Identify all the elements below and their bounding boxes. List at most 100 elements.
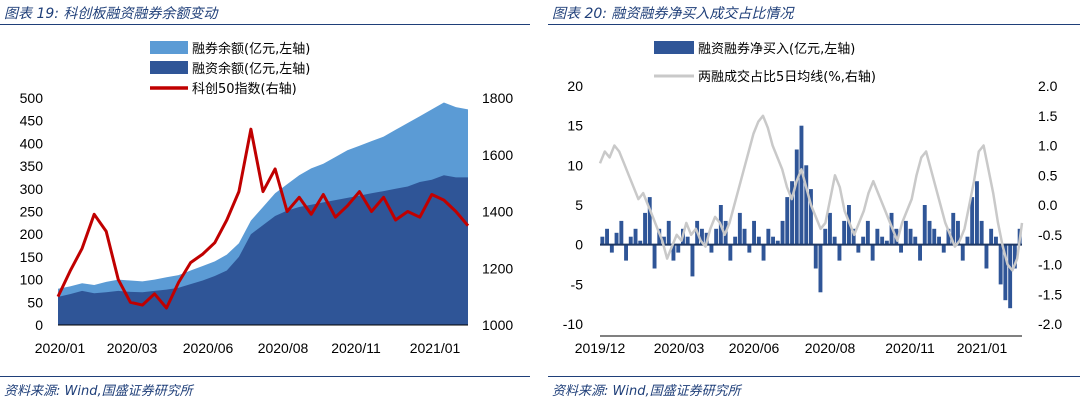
net-buy-bar — [813, 244, 818, 269]
net-buy-bar — [605, 228, 609, 245]
net-buy-bar — [733, 236, 738, 245]
chart-panel-left: 图表 19: 科创板融资融券余额变动 500 450 400 350 300 250 200… — [0, 0, 530, 401]
net-buy-bar — [837, 244, 842, 261]
left-y-tick-label: 100 — [20, 272, 44, 288]
net-buy-bar — [628, 236, 633, 245]
x-tick-label: 2021/01 — [957, 340, 1008, 356]
net-buy-bar — [989, 228, 994, 245]
x-tick-label: 2020/03 — [107, 340, 158, 356]
right-y-tick-label: 1.5 — [1038, 108, 1058, 124]
right-y-tick-label: 1200 — [482, 260, 513, 276]
net-buy-bar — [809, 189, 813, 245]
legend-label: 融券余额(亿元,左轴) — [192, 41, 310, 57]
x-tick-label: 2020/06 — [729, 340, 780, 356]
right-y-tick-label: -0.5 — [1038, 227, 1062, 243]
right-y-tick-label: 1000 — [482, 317, 513, 333]
left-y-tick-label: 20 — [567, 78, 583, 94]
net-buy-bar — [771, 236, 775, 245]
net-buy-bar — [818, 244, 823, 293]
net-buy-bar — [662, 236, 666, 245]
title-divider — [0, 24, 530, 25]
net-buy-bar — [790, 181, 794, 245]
left-y-tick-label: 50 — [27, 294, 43, 310]
left-y-tick-label: 200 — [20, 226, 44, 242]
left-y-tick-label: 500 — [20, 90, 44, 106]
net-buy-bar — [828, 212, 832, 245]
net-buy-bar — [747, 244, 752, 253]
legend-label: 融资融券净买入(亿元,左轴) — [698, 41, 855, 57]
right-y-tick-label: 0.5 — [1038, 167, 1058, 183]
net-buy-bar — [700, 228, 704, 245]
net-buy-bar — [671, 244, 676, 261]
chart-panel-right: 图表 20: 融资融券净买入成交占比情况 20 15 10 5 0 -5 -10 2.0 1.5… — [548, 0, 1080, 401]
net-buy-bar — [690, 244, 695, 277]
net-buy-bar — [657, 228, 662, 245]
left-y-tick-label: 400 — [20, 135, 44, 151]
left-y-tick-label: 300 — [20, 181, 44, 197]
net-buy-bar — [600, 236, 605, 245]
net-buy-bar — [1008, 244, 1013, 309]
right-y-tick-label: 0.0 — [1038, 197, 1058, 213]
legend-label: 科创50指数(右轴) — [192, 82, 297, 97]
net-buy-bar — [1012, 244, 1017, 269]
x-tick-label: 2021/01 — [410, 340, 461, 356]
net-buy-bar — [927, 220, 932, 245]
net-buy-bar — [761, 244, 766, 261]
legend-label: 两融成交占比5日均线(%,右轴) — [698, 69, 876, 85]
net-buy-bar — [624, 244, 628, 261]
right-y-tick-label: -1.0 — [1038, 257, 1062, 273]
right-y-tick-label: -1.5 — [1038, 286, 1062, 302]
left-y-tick-label: -5 — [571, 276, 584, 292]
x-tick-label: 2020/01 — [35, 340, 86, 356]
right-y-tick-label: 1400 — [482, 204, 513, 220]
net-buy-bar — [946, 228, 951, 245]
right-y-tick-label: 1800 — [482, 90, 513, 106]
net-buy-bar — [785, 197, 790, 245]
net-buy-bar — [728, 244, 733, 261]
net-buy-bar — [775, 240, 780, 245]
legend-swatch — [150, 61, 188, 74]
net-buy-bar — [994, 236, 998, 245]
left-y-tick-label: 10 — [567, 157, 583, 173]
net-buy-bar — [960, 244, 965, 261]
net-buy-bar — [652, 244, 657, 269]
net-buy-bar — [941, 244, 946, 253]
net-buy-bar — [979, 220, 984, 245]
net-buy-bar — [633, 228, 638, 245]
left-y-tick-label: 0 — [575, 237, 583, 253]
net-buy-bar — [851, 228, 856, 245]
net-buy-bar — [766, 228, 771, 245]
net-buy-bar — [956, 220, 960, 245]
net-buy-bar — [614, 232, 619, 245]
right-y-tick-label: 2.0 — [1038, 78, 1058, 94]
net-buy-bar — [714, 228, 719, 245]
net-buy-bar — [970, 197, 975, 245]
net-buy-bar — [842, 220, 847, 245]
net-buy-bar — [737, 212, 742, 245]
left-y-tick-label: 15 — [567, 118, 583, 134]
net-buy-bar — [899, 244, 903, 253]
left-y-tick-label: 0 — [35, 317, 43, 333]
chart-title: 图表 19: 科创板融资融券余额变动 — [4, 6, 218, 22]
left-chart-svg: 5004504003503002502001501005001800160014… — [20, 41, 513, 356]
chart-source: 资料来源: Wind,国盛证券研究所 — [4, 384, 193, 399]
net-buy-bar — [965, 236, 970, 245]
net-buy-bar — [752, 220, 756, 245]
net-buy-bar — [794, 149, 799, 245]
left-y-tick-label: 450 — [20, 113, 44, 129]
title-divider — [548, 24, 1080, 25]
net-buy-bar — [638, 240, 643, 245]
net-buy-bar — [799, 125, 804, 245]
net-buy-bar — [884, 240, 889, 245]
net-buy-bar — [951, 212, 956, 245]
left-y-tick-label: 350 — [20, 158, 44, 174]
legend-label: 融资余额(亿元,左轴) — [192, 61, 310, 77]
net-buy-bar — [1003, 244, 1008, 301]
net-buy-bar — [880, 236, 885, 245]
right-chart-svg: 20 15 10 5 0 -5 -10 2.0 1.5 1.0 0.5 0.0 -0.5 -1.0 -1.5… — [563, 41, 1062, 356]
net-buy-bar — [709, 244, 714, 253]
left-y-tick-label: 150 — [20, 249, 44, 265]
chart-title: 图表 20: 融资融券净买入成交占比情况 — [552, 6, 794, 22]
left-y-tick-label: 250 — [20, 204, 44, 220]
net-buy-bar — [643, 212, 647, 245]
